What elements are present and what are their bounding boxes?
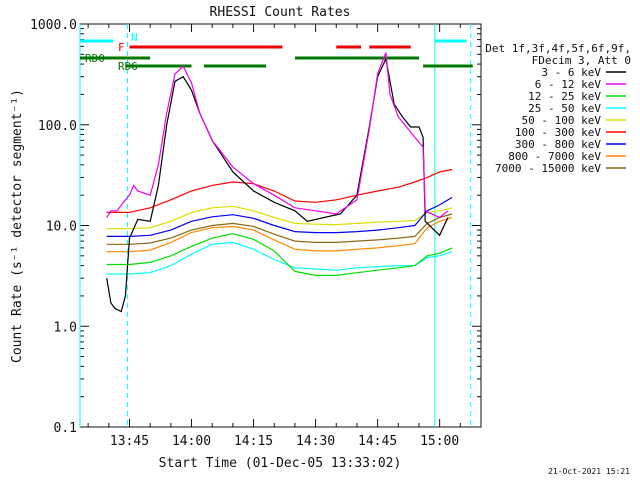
legend-label-800-7000-kev: 800 - 7000 keV bbox=[508, 150, 601, 163]
x-tick-label: 14:45 bbox=[358, 434, 397, 449]
legend-label-50-100-kev: 50 - 100 keV bbox=[522, 114, 602, 127]
x-tick-label: 13:45 bbox=[110, 434, 149, 449]
series-line-50-100-kev bbox=[106, 205, 453, 230]
series-line-3-6-kev bbox=[106, 56, 449, 313]
series-line-300-800-kev bbox=[106, 196, 453, 237]
series-line-7000-15000-kev bbox=[106, 213, 453, 245]
legend-label-25-50-kev: 25 - 50 keV bbox=[528, 102, 601, 115]
y-tick-label: 0.1 bbox=[54, 421, 77, 436]
y-tick-label: 100.0 bbox=[38, 119, 77, 134]
legend: Det 1f,3f,4f,5f,6f,9f, FDecim 3, Att 0 3… bbox=[485, 42, 631, 175]
x-tick-label: 14:30 bbox=[296, 434, 335, 449]
y-tick-labels: 0.1 1.0 10.0 100.0 1000.0 bbox=[30, 18, 77, 436]
legend-header-line-1: Det 1f,3f,4f,5f,6f,9f, bbox=[485, 42, 631, 55]
legend-label-6-12-kev: 6 - 12 keV bbox=[535, 78, 602, 91]
y-axis-label: Count Rate (s⁻¹ detector segment⁻¹) bbox=[10, 89, 25, 363]
legend-header-line-2: FDecim 3, Att 0 bbox=[532, 54, 631, 67]
flag-label-f: F bbox=[118, 41, 125, 54]
legend-label-3-6-kev: 3 - 6 keV bbox=[541, 66, 601, 79]
series-line-12-25-kev bbox=[106, 233, 453, 276]
y-tick-label: 10.0 bbox=[46, 220, 77, 235]
flag-bars: NF RD0 RD6 bbox=[80, 31, 473, 73]
axis-ticks bbox=[80, 23, 482, 428]
x-tick-label: 14:15 bbox=[234, 434, 273, 449]
series-lines bbox=[106, 52, 453, 313]
y-tick-label: 1.0 bbox=[54, 320, 77, 335]
flag-label-rd6: RD6 bbox=[118, 60, 138, 73]
series-line-100-300-kev bbox=[106, 168, 453, 213]
series-line-6-12-kev bbox=[106, 52, 449, 219]
plot-frame bbox=[79, 23, 482, 428]
legend-label-12-25-kev: 12 - 25 keV bbox=[528, 90, 601, 103]
x-tick-labels: 13:45 14:00 14:15 14:30 14:45 15:00 bbox=[110, 434, 459, 449]
x-tick-label: 14:00 bbox=[172, 434, 211, 449]
flag-label-n: N bbox=[131, 31, 138, 44]
legend-label-300-800-kev: 300 - 800 keV bbox=[515, 138, 601, 151]
flag-label-rd0: RD0 bbox=[85, 52, 105, 65]
vertical-markers bbox=[79, 24, 472, 427]
x-tick-label: 15:00 bbox=[420, 434, 459, 449]
footer-timestamp: 21-Oct-2021 15:21 bbox=[548, 467, 630, 476]
series-line-800-7000-kev bbox=[106, 216, 453, 253]
y-tick-label: 1000.0 bbox=[30, 18, 77, 33]
chart-title: RHESSI Count Rates bbox=[210, 5, 351, 20]
x-axis-label: Start Time (01-Dec-05 13:33:02) bbox=[159, 456, 402, 471]
legend-label-100-300-kev: 100 - 300 keV bbox=[515, 126, 601, 139]
legend-label-7000-15000-kev: 7000 - 15000 keV bbox=[495, 162, 601, 175]
